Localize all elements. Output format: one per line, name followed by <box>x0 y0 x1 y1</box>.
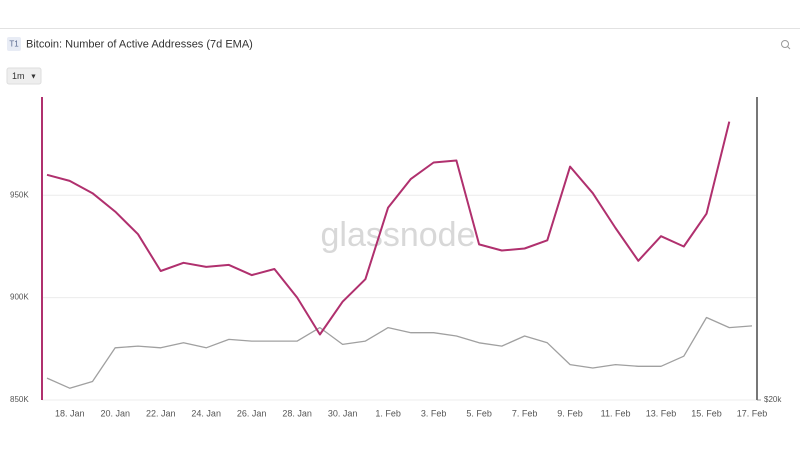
y-tick-label: 950K <box>10 190 29 199</box>
x-tick-label: 28. Jan <box>282 408 312 418</box>
x-tick-label: 24. Jan <box>191 408 221 418</box>
x-tick-label: 9. Feb <box>557 408 583 418</box>
range-button[interactable] <box>6 67 42 85</box>
x-tick-label: 13. Feb <box>646 408 677 418</box>
dropdown-caret: ▼ <box>30 73 37 80</box>
x-tick-label: 1. Feb <box>375 408 401 418</box>
badge-box <box>7 37 21 51</box>
y-tick-label: 900K <box>10 293 29 302</box>
zoom-icon[interactable] <box>781 40 789 48</box>
y2-tick-label: $20k <box>764 395 782 404</box>
x-tick-label: 3. Feb <box>421 408 447 418</box>
watermark: glassnode <box>320 216 475 254</box>
x-tick-label: 5. Feb <box>466 408 492 418</box>
badge: T1 <box>9 40 19 49</box>
x-tick-label: 17. Feb <box>737 408 768 418</box>
x-tick-label: 26. Jan <box>237 408 267 418</box>
x-tick-label: 20. Jan <box>100 408 130 418</box>
x-tick-label: 30. Jan <box>328 408 358 418</box>
x-tick-label: 18. Jan <box>55 408 85 418</box>
series-line <box>46 121 731 336</box>
x-tick-label: 7. Feb <box>512 408 538 418</box>
x-tick-label: 22. Jan <box>146 408 176 418</box>
y-tick-label: 850K <box>10 395 29 404</box>
series-line <box>46 316 753 389</box>
zoom-icon-handle <box>787 46 791 50</box>
range-button-label: 1m <box>12 71 25 81</box>
x-tick-label: 15. Feb <box>691 408 722 418</box>
chart-title: Bitcoin: Number of Active Addresses (7d … <box>26 38 253 50</box>
x-tick-label: 11. Feb <box>601 408 631 418</box>
